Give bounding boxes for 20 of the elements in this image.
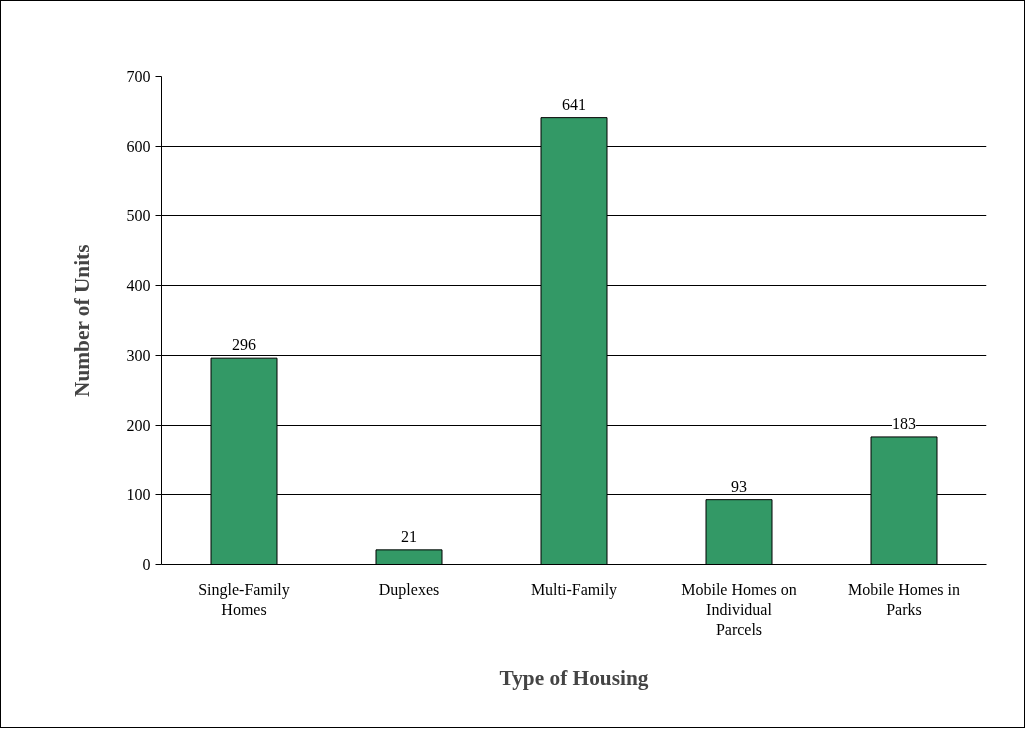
x-tick-label: Mobile Homes in Parks [848,580,960,618]
y-tick-label: 600 [126,137,151,155]
data-label: 93 [731,477,747,495]
data-label: 296 [232,336,256,354]
y-tick-label: 200 [126,416,151,434]
y-tick-label: 700 [126,68,151,85]
y-tick-label: 300 [126,346,151,364]
x-axis-title: Type of Housing [499,666,649,691]
x-tick-label: Mobile Homes on Individual Parcels [681,580,797,639]
data-label: 21 [401,527,417,545]
x-tick-label: Multi-Family [530,580,618,599]
x-tick-label: Single-Family Homes [198,580,290,618]
x-tick-label: Duplexes [378,580,440,599]
y-tick-label: 400 [126,277,151,295]
y-tick-label: 0 [142,556,151,573]
data-label: 641 [562,95,586,113]
y-tick-label: 500 [126,207,151,225]
y-tick-label: 100 [126,486,151,504]
data-label: 183 [892,414,916,432]
y-axis-title: Number of Units [69,244,94,397]
